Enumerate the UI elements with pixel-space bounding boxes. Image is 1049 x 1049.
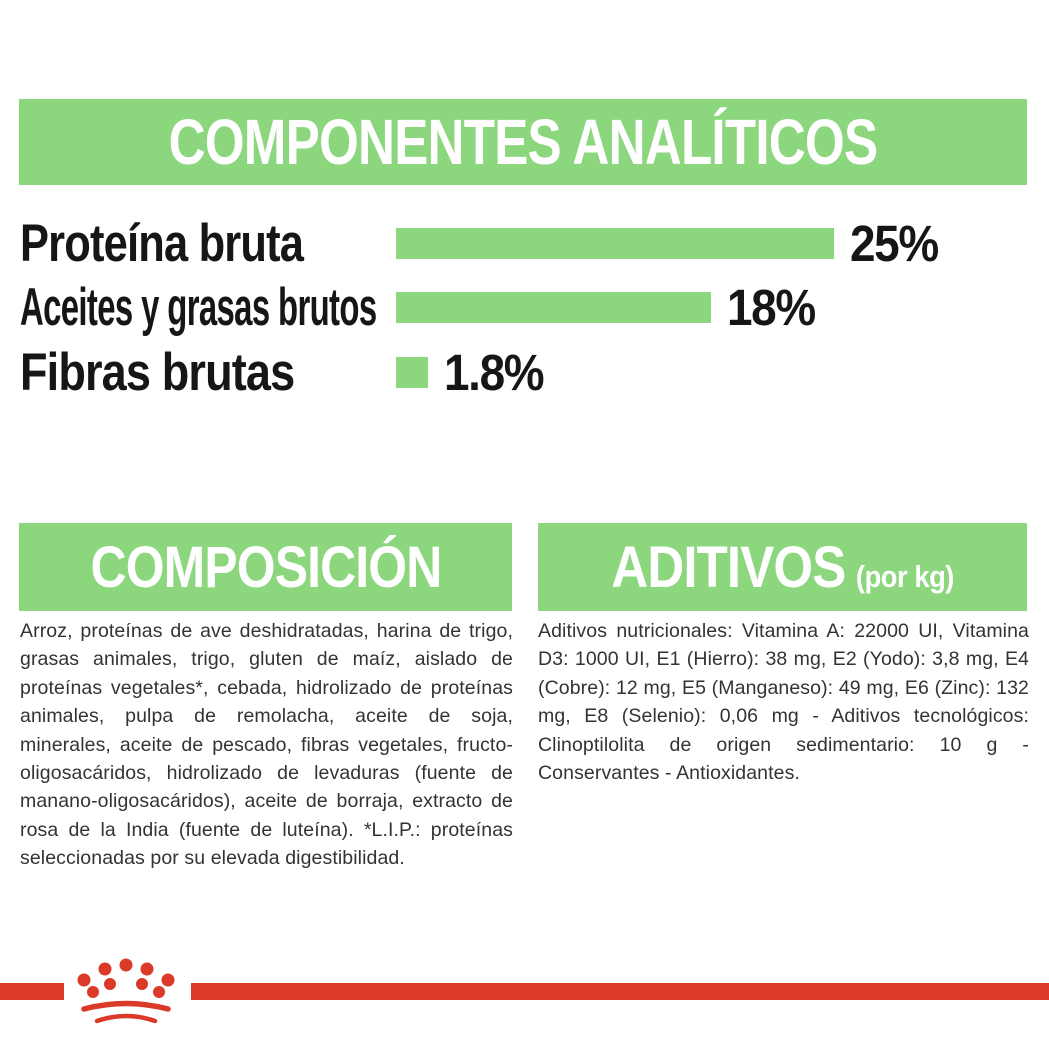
component-bar-fats bbox=[396, 292, 711, 324]
chart-row: Proteína bruta 25% bbox=[20, 211, 1030, 276]
component-label-protein: Proteína bruta bbox=[20, 213, 304, 273]
analytical-components-header: COMPONENTES ANALÍTICOS bbox=[19, 99, 1027, 185]
component-bar-protein bbox=[396, 227, 834, 259]
composition-header: COMPOSICIÓN bbox=[19, 523, 512, 611]
component-label-fats: Aceites y grasas brutos bbox=[20, 278, 377, 338]
component-value-protein: 25% bbox=[850, 214, 939, 272]
component-label-fibre: Fibras brutas bbox=[20, 342, 295, 402]
chart-row: Aceites y grasas brutos 18% bbox=[20, 276, 1030, 341]
analytical-components-chart: Proteína bruta 25% Aceites y grasas brut… bbox=[20, 211, 1030, 405]
royal-canin-crown-icon bbox=[77, 958, 175, 1024]
additives-body: Aditivos nutricionales: Vitamina A: 2200… bbox=[538, 620, 1029, 785]
component-value-fats: 18% bbox=[727, 279, 816, 337]
analytical-components-title: COMPONENTES ANALÍTICOS bbox=[168, 106, 878, 178]
component-value-fibre: 1.8% bbox=[444, 343, 545, 401]
additives-header: ADITIVOS (por kg) bbox=[538, 523, 1027, 611]
composition-title: COMPOSICIÓN bbox=[90, 534, 442, 600]
chart-row: Fibras brutas 1.8% bbox=[20, 340, 1030, 405]
additives-title: ADITIVOS bbox=[611, 534, 846, 600]
additives-title-suffix: (por kg) bbox=[855, 558, 954, 594]
footer-rule-left bbox=[0, 983, 64, 1000]
footer-rule-right bbox=[191, 983, 1049, 1000]
composition-body: Arroz, proteínas de ave deshidratadas, h… bbox=[20, 620, 513, 870]
component-bar-fibre bbox=[396, 356, 428, 388]
